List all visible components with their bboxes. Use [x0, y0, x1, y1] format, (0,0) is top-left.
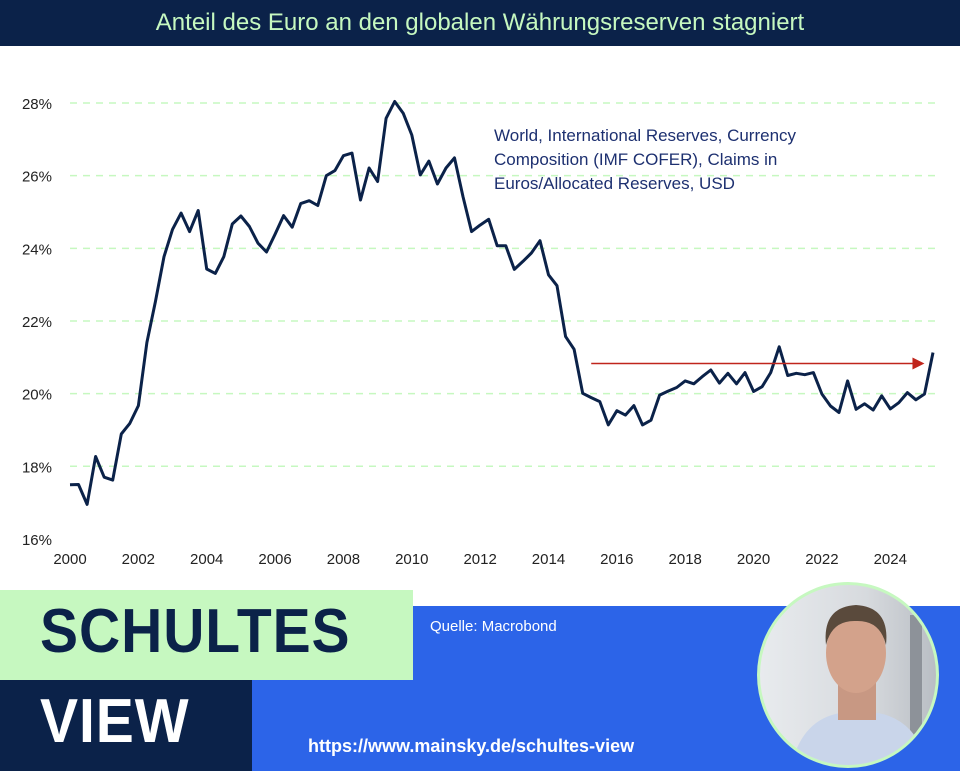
x-tick-label: 2002	[122, 551, 155, 568]
y-tick-label: 20%	[22, 387, 52, 404]
y-tick-label: 22%	[22, 314, 52, 331]
y-tick-label: 18%	[22, 459, 52, 476]
series-line	[69, 100, 935, 506]
person-icon	[791, 605, 929, 765]
source-label: Quelle: Macrobond	[430, 618, 557, 635]
x-tick-label: 2004	[190, 551, 223, 568]
x-tick-label: 2018	[669, 551, 702, 568]
x-tick-label: 2020	[737, 551, 770, 568]
x-tick-label: 2016	[600, 551, 633, 568]
x-tick-label: 2008	[327, 551, 360, 568]
brand-box-bottom	[0, 680, 252, 771]
y-tick-label: 24%	[22, 241, 52, 258]
author-photo	[757, 582, 939, 768]
legend-label: World, International Reserves, Currency …	[494, 126, 797, 193]
y-tick-label: 28%	[22, 96, 52, 113]
brand-schultes: SCHULTES	[40, 597, 351, 666]
x-tick-label: 2024	[874, 551, 907, 568]
y-tick-label: 16%	[22, 532, 52, 549]
x-tick-label: 2006	[258, 551, 291, 568]
website-link[interactable]: https://www.mainsky.de/schultes-view	[308, 736, 635, 756]
chart-title: Anteil des Euro an den globalen Währungs…	[0, 0, 960, 46]
x-tick-label: 2014	[532, 551, 565, 568]
x-tick-label: 2000	[53, 551, 86, 568]
brand-box-top	[0, 590, 413, 680]
line-chart: 16% 18% 20% 22% 24% 26% 28% 2000 2002 2004 2006 200…	[22, 96, 935, 568]
brand-view: VIEW	[40, 687, 190, 756]
trend-arrow-head	[912, 357, 925, 370]
x-tick-label: 2022	[805, 551, 838, 568]
x-tick-label: 2012	[463, 551, 496, 568]
y-tick-label: 26%	[22, 169, 52, 186]
x-tick-label: 2010	[395, 551, 428, 568]
